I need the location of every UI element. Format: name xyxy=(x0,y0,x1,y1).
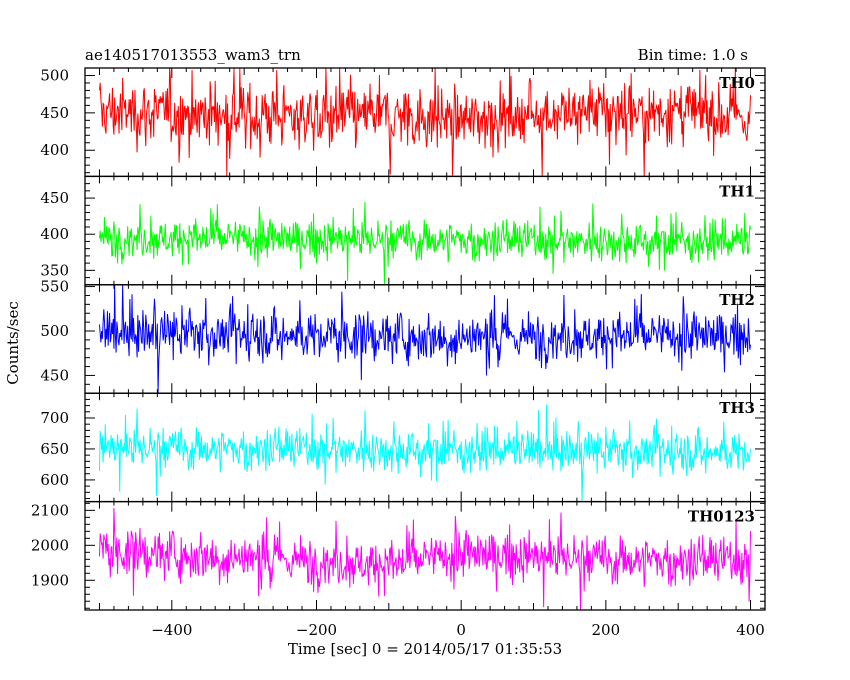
series-line-th2 xyxy=(98,284,752,394)
y-tick-label: 350 xyxy=(40,261,69,279)
x-tick-label: −400 xyxy=(151,621,192,639)
x-tick-label: 0 xyxy=(456,621,466,639)
y-tick-label: 450 xyxy=(40,189,69,207)
series-line-th3 xyxy=(98,404,752,502)
panel-label-th3: TH3 xyxy=(719,399,755,417)
y-tick-label: 400 xyxy=(40,225,69,243)
y-tick-label: 650 xyxy=(40,440,69,458)
y-tick-label: 2000 xyxy=(31,536,69,554)
panel-label-th0123: TH0123 xyxy=(688,508,755,526)
x-tick-label: 200 xyxy=(592,621,621,639)
y-tick-label: 450 xyxy=(40,366,69,384)
x-tick-label: 400 xyxy=(736,621,765,639)
y-tick-label: 400 xyxy=(40,141,69,159)
y-tick-label: 2100 xyxy=(31,501,69,519)
x-tick-label: −200 xyxy=(296,621,337,639)
series-line-th0123 xyxy=(98,507,752,611)
y-tick-label: 500 xyxy=(40,322,69,340)
panel-label-th2: TH2 xyxy=(719,291,755,309)
panel-frame-th0123 xyxy=(84,500,766,611)
series-line-th1 xyxy=(98,202,752,285)
chart-title: ae140517013553_wam3_trn xyxy=(85,46,301,64)
y-tick-label: 500 xyxy=(40,66,69,84)
series-line-th0 xyxy=(98,68,752,177)
y-axis-label: Counts/sec xyxy=(4,301,22,385)
y-tick-label: 700 xyxy=(40,409,69,427)
panel-label-th1: TH1 xyxy=(719,182,755,200)
y-tick-label: 450 xyxy=(40,104,69,122)
panels-group: 400 450 500 TH0 350 400 450 TH1 450 500 550 TH2 600 6… xyxy=(31,66,766,639)
x-axis-label: Time [sec] 0 = 2014/05/17 01:35:53 xyxy=(288,640,562,658)
y-tick-label: 600 xyxy=(40,471,69,489)
bin-time-label: Bin time: 1.0 s xyxy=(638,46,748,64)
y-tick-label: 550 xyxy=(40,278,69,296)
panel-label-th0: TH0 xyxy=(719,74,755,92)
y-tick-label: 1900 xyxy=(31,571,69,589)
